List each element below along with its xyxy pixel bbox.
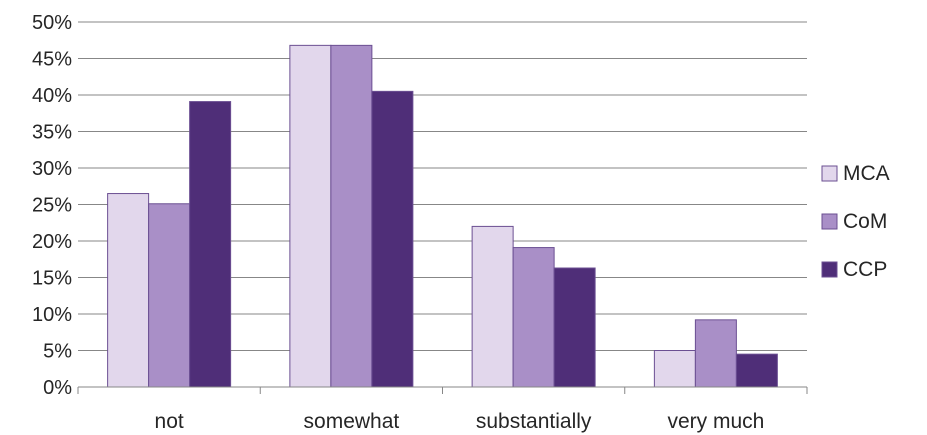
y-tick-label: 0% (43, 377, 72, 399)
legend-swatch-mca (821, 165, 838, 182)
legend-label-ccp: CCP (843, 258, 887, 281)
legend-swatch-com (821, 213, 838, 230)
bar-com-substantially (512, 247, 555, 388)
y-tick-label: 25% (32, 195, 72, 217)
legend-swatch-ccp (821, 261, 838, 278)
y-tick-label: 50% (32, 12, 72, 34)
y-tick-label: 45% (32, 49, 72, 71)
legend: MCA CoM CCP (821, 162, 890, 281)
y-tick-label: 5% (43, 341, 72, 363)
bar-com-somewhat (330, 44, 373, 388)
x-category-label: substantially (476, 410, 592, 433)
legend-label-com: CoM (843, 210, 887, 233)
bar-mca-substantially (471, 225, 514, 388)
bar-mca-not (107, 193, 150, 388)
y-tick-label: 20% (32, 231, 72, 253)
y-tick-label: 40% (32, 85, 72, 107)
bar-ccp-very-much (735, 353, 778, 388)
y-tick-label: 30% (32, 158, 72, 180)
bar-ccp-somewhat (371, 90, 414, 388)
bar-com-not (148, 203, 191, 388)
x-axis-category-labels: not somewhat substantially very much (155, 410, 765, 433)
x-category-label: somewhat (304, 410, 400, 433)
y-tick-label: 35% (32, 122, 72, 144)
x-category-label: not (155, 410, 184, 433)
legend-label-mca: MCA (843, 162, 890, 185)
bars (107, 44, 778, 388)
y-tick-label: 10% (32, 304, 72, 326)
bar-mca-somewhat (289, 44, 332, 388)
x-category-label: very much (667, 410, 764, 433)
bar-mca-very-much (653, 350, 696, 388)
bar-ccp-not (189, 101, 232, 388)
y-axis-tick-labels: 0% 5% 10% 15% 20% 25% 30% 35% 40% 45% 50% (32, 12, 72, 399)
x-axis (77, 386, 808, 394)
y-tick-label: 15% (32, 268, 72, 290)
bar-com-very-much (694, 319, 737, 388)
bar-ccp-substantially (553, 267, 596, 388)
